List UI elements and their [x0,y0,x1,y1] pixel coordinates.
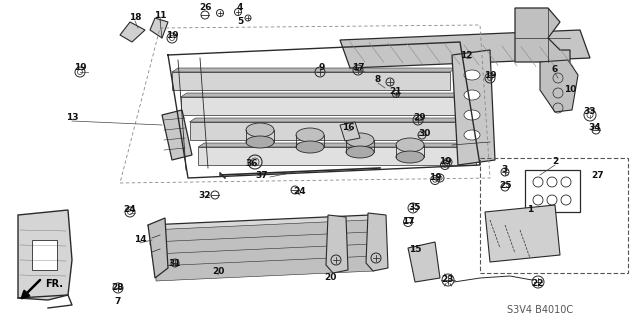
Text: 19: 19 [484,70,496,79]
Polygon shape [120,22,145,42]
Text: 2: 2 [552,158,558,167]
Ellipse shape [464,110,480,120]
Text: 14: 14 [134,235,147,244]
Text: 17: 17 [352,63,364,72]
Text: 19: 19 [438,158,451,167]
Polygon shape [150,18,168,38]
Text: 24: 24 [124,205,136,214]
Polygon shape [189,122,467,140]
Text: 36: 36 [246,159,259,167]
Text: 23: 23 [441,276,453,285]
Polygon shape [340,30,590,68]
Polygon shape [148,215,385,278]
Ellipse shape [464,70,480,80]
Polygon shape [326,215,348,273]
Text: 19: 19 [166,31,179,40]
Text: 22: 22 [531,278,543,287]
Text: 34: 34 [589,123,602,132]
Text: 18: 18 [129,13,141,23]
Text: 12: 12 [460,50,472,60]
Polygon shape [408,242,440,282]
Ellipse shape [464,130,480,140]
Polygon shape [162,110,192,160]
Polygon shape [198,143,483,147]
Text: 37: 37 [256,170,268,180]
Polygon shape [152,232,370,257]
Ellipse shape [296,128,324,142]
Ellipse shape [346,133,374,147]
Text: 30: 30 [419,129,431,137]
Text: 13: 13 [66,114,78,122]
Text: 33: 33 [584,108,596,116]
Text: 9: 9 [319,63,325,72]
Text: 17: 17 [402,218,414,226]
Text: 24: 24 [294,188,307,197]
Polygon shape [340,122,360,141]
Text: 11: 11 [154,11,166,19]
Text: 27: 27 [592,170,604,180]
Polygon shape [172,68,456,72]
Polygon shape [148,218,168,278]
Ellipse shape [296,141,324,153]
Text: 4: 4 [237,4,243,12]
Bar [480,158,628,273]
Ellipse shape [346,146,374,158]
Text: 32: 32 [199,190,211,199]
Ellipse shape [246,136,274,148]
Text: 19: 19 [74,63,86,72]
Text: 26: 26 [199,4,211,12]
Polygon shape [180,97,459,115]
Text: 6: 6 [552,65,558,75]
Text: 8: 8 [375,76,381,85]
Text: 25: 25 [499,181,511,189]
Text: 20: 20 [212,268,224,277]
Text: 5: 5 [237,18,243,26]
Polygon shape [180,93,465,97]
Bar [32,240,57,270]
Polygon shape [485,205,560,262]
Text: 31: 31 [169,258,181,268]
Text: FR.: FR. [45,279,63,289]
Text: 20: 20 [324,273,336,283]
Polygon shape [150,220,368,245]
Bar [525,170,580,212]
Text: 29: 29 [413,114,426,122]
Ellipse shape [246,123,274,137]
Text: 28: 28 [112,284,124,293]
Polygon shape [540,60,578,112]
Polygon shape [198,147,476,165]
Polygon shape [154,244,372,269]
Ellipse shape [396,151,424,163]
Ellipse shape [396,138,424,152]
Polygon shape [515,8,570,62]
Polygon shape [452,50,495,165]
Ellipse shape [464,90,480,100]
Text: S3V4 B4010C: S3V4 B4010C [507,305,573,315]
Text: 35: 35 [409,204,421,212]
Polygon shape [366,213,388,271]
Text: 19: 19 [429,174,442,182]
Polygon shape [172,72,450,90]
Text: 16: 16 [342,123,355,132]
Text: 3: 3 [502,166,508,174]
Polygon shape [189,118,474,122]
Polygon shape [156,256,374,281]
Text: 10: 10 [564,85,576,94]
Polygon shape [18,210,72,300]
Text: 15: 15 [409,246,421,255]
Text: 1: 1 [527,205,533,214]
Text: 7: 7 [115,298,121,307]
Text: 21: 21 [388,87,401,97]
